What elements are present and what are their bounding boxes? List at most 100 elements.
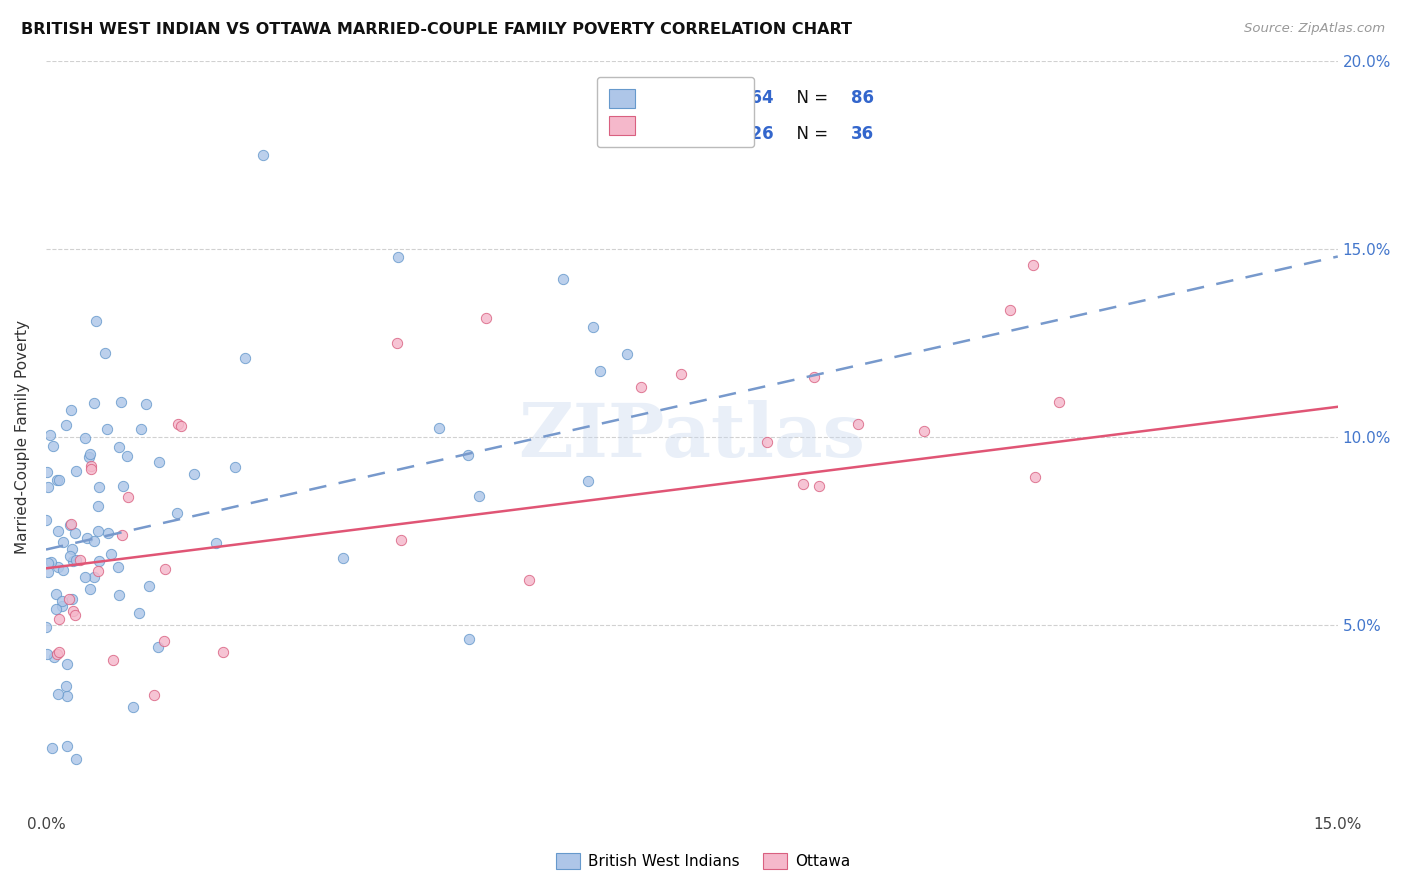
Point — [135, 396, 157, 410]
Point — [148, 455, 170, 469]
Point — [48, 645, 70, 659]
Point — [62, 554, 84, 568]
Point — [204, 535, 226, 549]
Point — [94, 346, 117, 360]
Point — [44, 650, 66, 665]
Point — [457, 448, 479, 462]
Point — [129, 422, 152, 436]
Point — [58, 518, 80, 533]
Point — [89, 480, 111, 494]
Point — [108, 441, 131, 455]
Point — [166, 506, 188, 520]
Point — [87, 524, 110, 539]
Point — [84, 314, 107, 328]
Point — [59, 402, 82, 417]
Point — [65, 553, 87, 567]
Text: N =: N = — [786, 125, 834, 143]
Point — [65, 751, 87, 765]
Point — [60, 591, 83, 606]
Point — [803, 369, 825, 384]
Point — [107, 559, 129, 574]
Point — [41, 741, 63, 756]
Point — [427, 421, 450, 435]
Point — [121, 700, 143, 714]
Point — [110, 394, 132, 409]
Point — [83, 396, 105, 410]
Point — [52, 563, 75, 577]
Point — [224, 460, 246, 475]
Legend: British West Indians, Ottawa: British West Indians, Ottawa — [550, 847, 856, 875]
Point — [143, 688, 166, 702]
Text: ZIPatlas: ZIPatlas — [519, 401, 865, 474]
Point — [46, 473, 69, 487]
Point — [69, 553, 91, 567]
Point — [37, 647, 59, 661]
Point — [517, 573, 540, 587]
Point — [79, 447, 101, 461]
Point — [73, 431, 96, 445]
Point — [97, 526, 120, 541]
Point — [83, 533, 105, 548]
Text: 0.426: 0.426 — [721, 125, 775, 143]
Point — [63, 608, 86, 623]
Point — [387, 250, 409, 264]
Text: 86: 86 — [851, 89, 875, 108]
Point — [912, 425, 935, 439]
Point — [1000, 302, 1022, 317]
Point — [551, 271, 574, 285]
Point — [807, 479, 830, 493]
Point — [115, 449, 138, 463]
Point — [111, 528, 134, 542]
Point — [35, 620, 58, 634]
Point — [183, 467, 205, 482]
Point — [79, 450, 101, 464]
Text: 0.264: 0.264 — [721, 89, 775, 108]
Point — [148, 640, 170, 655]
Point — [108, 588, 131, 602]
Point — [45, 647, 67, 661]
Point — [153, 562, 176, 576]
Point — [45, 587, 67, 601]
Point — [389, 533, 412, 547]
Point — [252, 148, 274, 162]
Point — [332, 551, 354, 566]
Point — [62, 605, 84, 619]
Point — [79, 582, 101, 596]
Point — [48, 474, 70, 488]
Point — [56, 739, 79, 753]
Text: Source: ZipAtlas.com: Source: ZipAtlas.com — [1244, 22, 1385, 36]
Point — [48, 524, 70, 539]
Point — [576, 474, 599, 488]
Point — [170, 419, 193, 434]
Point — [65, 464, 87, 478]
Point — [48, 612, 70, 626]
Text: R =: R = — [664, 89, 700, 108]
Point — [588, 364, 610, 378]
Point — [167, 417, 190, 431]
Point — [51, 593, 73, 607]
Text: N =: N = — [786, 89, 834, 108]
Point — [582, 320, 605, 334]
Point — [138, 579, 160, 593]
Point — [80, 459, 103, 474]
Point — [100, 547, 122, 561]
Point — [616, 347, 638, 361]
Point — [111, 479, 134, 493]
Point — [56, 690, 79, 704]
Point — [58, 591, 80, 606]
Point — [475, 311, 498, 326]
Point — [212, 645, 235, 659]
Point — [37, 465, 59, 479]
Point — [45, 602, 67, 616]
Point — [1022, 258, 1045, 272]
Text: BRITISH WEST INDIAN VS OTTAWA MARRIED-COUPLE FAMILY POVERTY CORRELATION CHART: BRITISH WEST INDIAN VS OTTAWA MARRIED-CO… — [21, 22, 852, 37]
Y-axis label: Married-Couple Family Poverty: Married-Couple Family Poverty — [15, 320, 30, 554]
Point — [46, 560, 69, 574]
Point — [37, 556, 59, 570]
Point — [56, 657, 79, 672]
Point — [233, 351, 256, 365]
Point — [55, 679, 77, 693]
Point — [37, 565, 59, 579]
Point — [39, 555, 62, 569]
Point — [37, 480, 59, 494]
